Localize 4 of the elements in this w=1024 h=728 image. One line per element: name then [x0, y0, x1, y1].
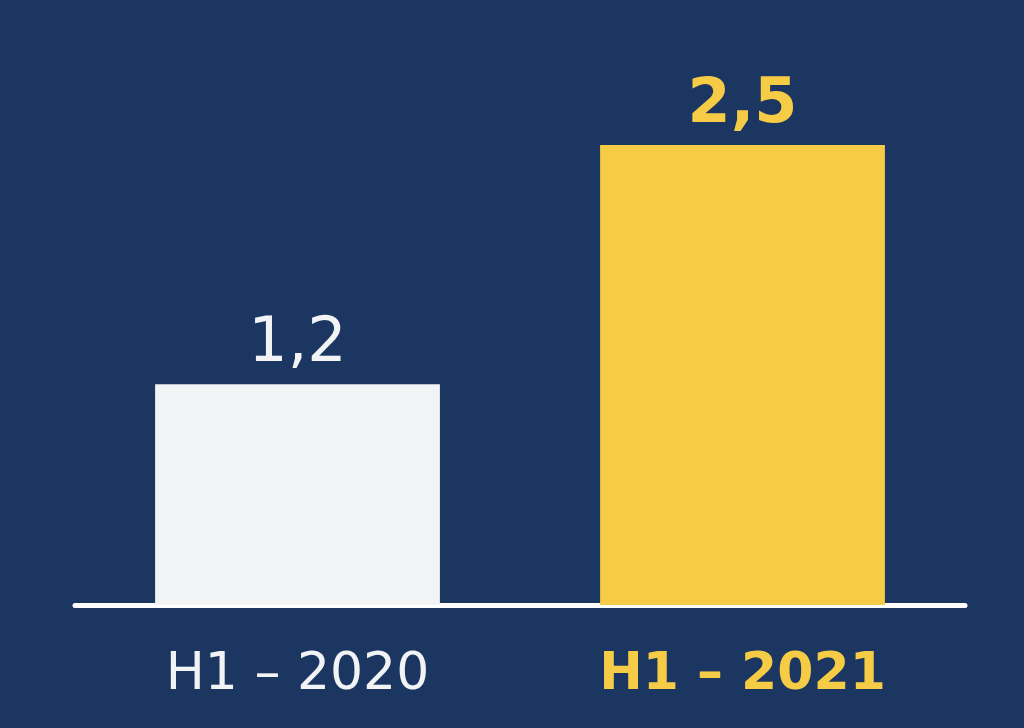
data-label: 1,2 — [248, 302, 347, 376]
x-tick-label: H1 – 2020 — [165, 641, 430, 701]
data-label: 2,5 — [687, 63, 798, 137]
x-tick-label: H1 – 2021 — [599, 641, 886, 701]
